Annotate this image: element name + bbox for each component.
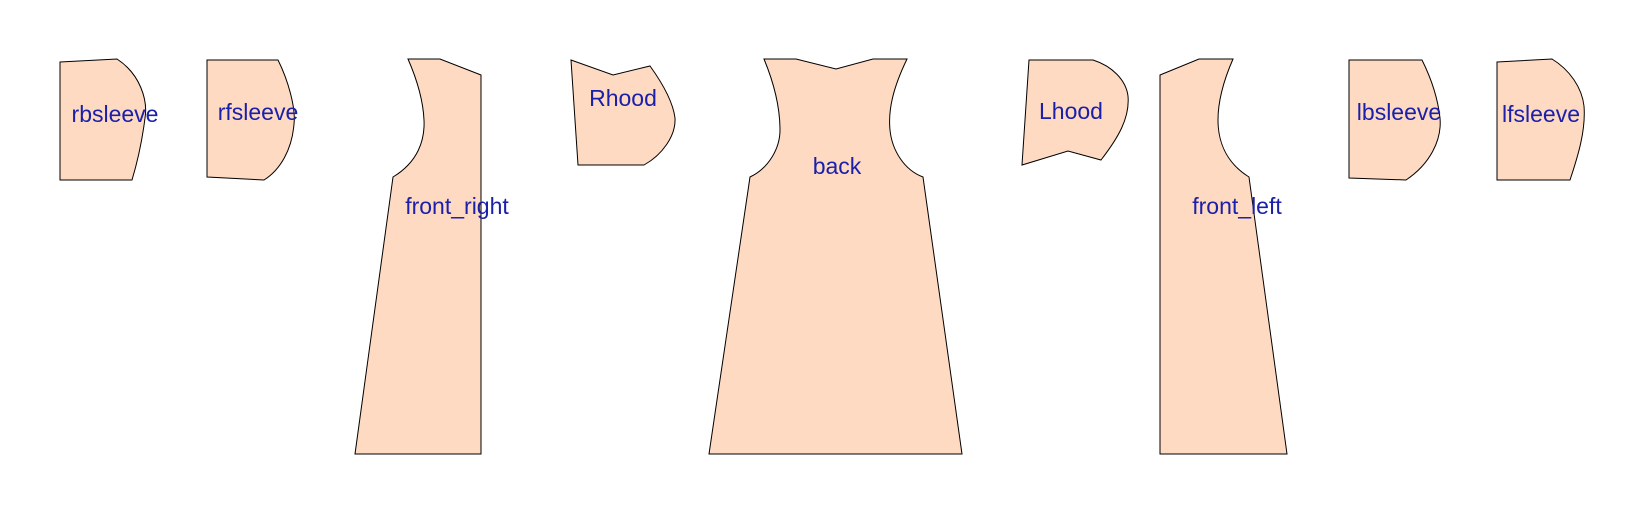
pattern-piece-label-rhood: Rhood — [589, 85, 657, 111]
pattern-piece-front-right — [354, 58, 482, 455]
pattern-piece-label-back: back — [813, 153, 862, 179]
pattern-piece-label-front-right: front_right — [405, 193, 509, 219]
pattern-piece-back — [708, 58, 963, 455]
pattern-piece-rfsleeve — [206, 59, 295, 181]
pattern-piece-label-lfsleeve: lfsleeve — [1502, 101, 1580, 127]
pattern-piece-label-lbsleeve: lbsleeve — [1357, 99, 1441, 125]
pattern-piece-rhood — [570, 59, 676, 166]
pattern-piece-label-rbsleeve: rbsleeve — [72, 101, 159, 127]
pattern-piece-label-rfsleeve: rfsleeve — [218, 99, 299, 125]
pattern-piece-lhood — [1021, 59, 1129, 166]
pattern-piece-lfsleeve — [1496, 58, 1585, 181]
pattern-piece-lbsleeve — [1348, 59, 1441, 181]
pattern-piece-label-front-left: front_left — [1192, 193, 1282, 219]
pattern-piece-rbsleeve — [59, 58, 147, 181]
pattern-piece-label-lhood: Lhood — [1039, 98, 1103, 124]
pattern-piece-front-left — [1159, 58, 1288, 455]
pattern-labels-layer: rbsleeve rfsleeve front_right Rhood back Lhoo… — [72, 85, 1580, 219]
pattern-pieces-layer — [59, 58, 1585, 455]
